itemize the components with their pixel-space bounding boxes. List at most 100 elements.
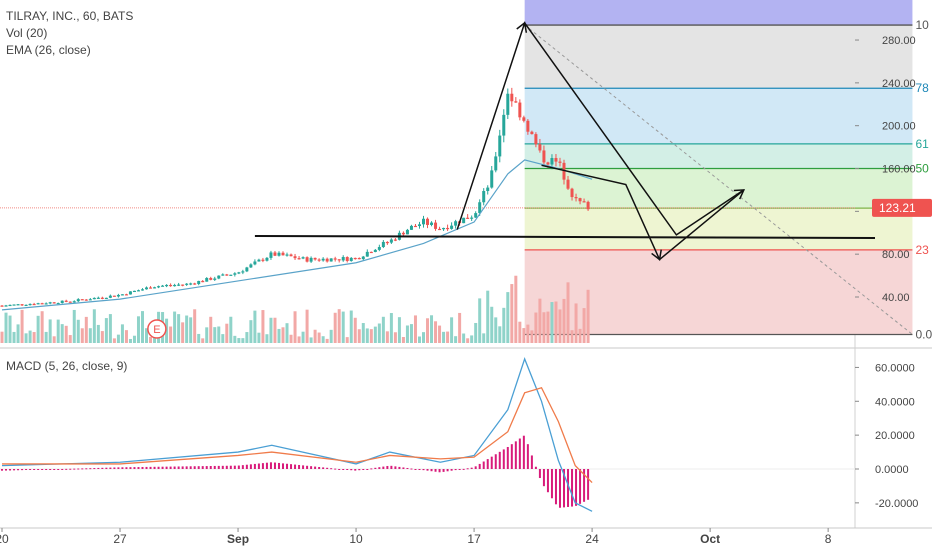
- macd-histogram-bar: [554, 469, 557, 505]
- macd-histogram-bar: [374, 467, 377, 469]
- volume-bar: [64, 325, 68, 343]
- time-tick-label: 17: [467, 532, 481, 546]
- price-tick-label: 40.00: [882, 292, 910, 304]
- candle-body: [526, 120, 530, 132]
- macd-histogram-bar: [478, 463, 481, 469]
- macd-histogram-bar: [494, 454, 497, 469]
- candle-body: [385, 241, 389, 244]
- macd-histogram-bar: [41, 469, 44, 470]
- volume-bar: [542, 312, 546, 343]
- candle-body: [12, 304, 16, 306]
- volume-bar: [409, 324, 413, 343]
- candle-body: [329, 258, 333, 262]
- volume-bar: [249, 320, 253, 343]
- candle-body: [586, 201, 590, 210]
- macd-histogram-bar: [490, 456, 493, 469]
- macd-histogram-bar: [422, 469, 425, 471]
- volume-bar: [197, 333, 201, 343]
- candle-body: [193, 283, 197, 285]
- candle-body: [165, 284, 169, 287]
- macd-histogram-bar: [161, 466, 164, 469]
- volume-bar: [446, 331, 450, 343]
- macd-histogram-bar: [45, 469, 48, 470]
- macd-histogram-bar: [177, 466, 180, 469]
- ema-line: [1, 159, 593, 311]
- candle-body: [518, 102, 522, 118]
- volume-bar: [20, 309, 24, 343]
- macd-histogram-bar: [550, 469, 553, 499]
- volume-bar: [96, 324, 100, 343]
- macd-histogram-bar: [486, 459, 489, 469]
- time-tick-label: 10: [349, 532, 363, 546]
- candle-body: [522, 117, 526, 121]
- candle-body: [197, 280, 201, 285]
- candle-body: [434, 222, 438, 229]
- macd-histogram-bar: [579, 469, 582, 504]
- volume-bar: [349, 310, 353, 343]
- volume-bar: [510, 284, 514, 343]
- macd-histogram-bar: [450, 469, 453, 471]
- volume-bar: [28, 330, 32, 343]
- candle-body: [136, 290, 140, 292]
- volume-bar: [458, 312, 462, 343]
- candle-body: [225, 274, 229, 276]
- macd-histogram-bar: [269, 462, 272, 469]
- candle-body: [442, 227, 446, 230]
- macd-histogram-bar: [133, 467, 136, 469]
- candle-body: [189, 283, 193, 285]
- macd-histogram-bar: [85, 468, 88, 470]
- macd-histogram-bar: [294, 464, 297, 469]
- macd-histogram-bar: [530, 455, 533, 469]
- price-tick-label: 200.00: [882, 121, 916, 133]
- fib-level-label: 10: [915, 18, 929, 32]
- volume-bar: [486, 290, 490, 343]
- macd-histogram-bar: [442, 469, 445, 472]
- macd-histogram-bar: [426, 469, 429, 471]
- macd-tick-label: -20.0000: [875, 498, 918, 510]
- candle-body: [48, 302, 52, 304]
- time-tick-label: 24: [585, 532, 599, 546]
- macd-histogram-bar: [282, 463, 284, 469]
- macd-histogram-bar: [5, 469, 8, 471]
- candle-body: [8, 304, 12, 307]
- macd-histogram-bar: [173, 466, 176, 469]
- macd-histogram-bar: [298, 464, 301, 469]
- fib-band: [524, 25, 913, 89]
- macd-histogram-bar: [153, 466, 156, 469]
- macd-histogram-bar: [13, 469, 16, 471]
- candle-body: [161, 285, 165, 287]
- candle-body: [221, 274, 225, 276]
- macd-histogram-bar: [217, 465, 220, 469]
- macd-histogram-bar: [398, 466, 401, 469]
- volume-bar: [385, 331, 389, 343]
- macd-histogram-bar: [113, 467, 116, 469]
- volume-bar: [52, 336, 56, 343]
- macd-histogram-bar: [53, 469, 56, 470]
- candle-body: [369, 251, 373, 254]
- macd-histogram-bar: [193, 466, 196, 469]
- macd-histogram-bar: [510, 444, 513, 469]
- volume-bar: [173, 311, 177, 343]
- volume-bar: [48, 319, 52, 343]
- volume-bar: [289, 334, 293, 343]
- volume-bar: [84, 316, 88, 343]
- candle-body: [381, 241, 385, 248]
- volume-bar: [229, 316, 233, 343]
- candle-body: [289, 254, 293, 257]
- signal-line: [2, 386, 593, 484]
- macd-histogram-bar: [394, 466, 397, 469]
- candle-body: [32, 303, 36, 306]
- candle-body: [337, 259, 341, 261]
- macd-histogram-bar: [342, 469, 345, 470]
- macd-histogram-bar: [237, 465, 240, 469]
- macd-histogram-bar: [583, 469, 586, 502]
- volume-bar: [8, 315, 12, 343]
- candle-body: [157, 286, 161, 288]
- macd-histogram-bar: [330, 468, 333, 470]
- macd-histogram-bar: [201, 466, 204, 469]
- candle-body: [426, 218, 430, 225]
- volume-bar: [209, 316, 213, 343]
- candle-body: [570, 188, 574, 198]
- volume-bar: [482, 333, 486, 343]
- macd-histogram-bar: [77, 468, 80, 470]
